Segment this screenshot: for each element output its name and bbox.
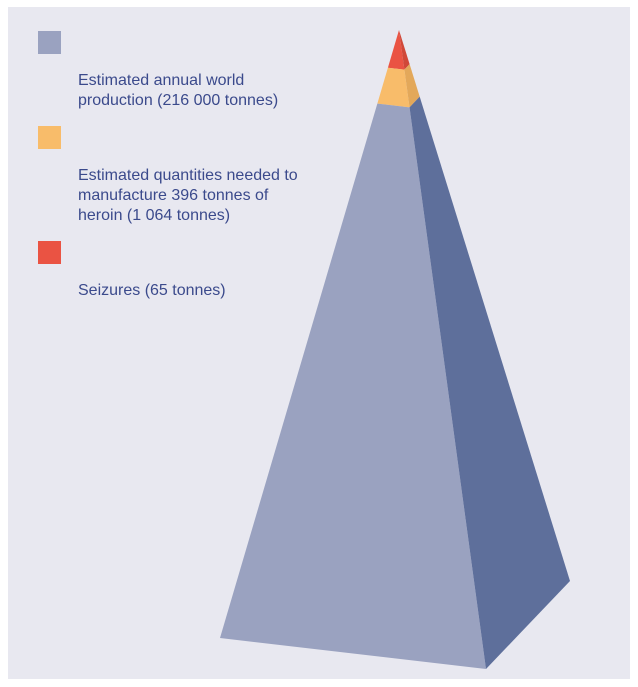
pyramid-side-world-production bbox=[409, 96, 570, 669]
pyramid-front-seizures bbox=[387, 30, 405, 70]
pyramid-front-world-production bbox=[220, 103, 486, 670]
legend: Estimated annual world production (216 0… bbox=[38, 31, 338, 301]
legend-label-world-production: Estimated annual world production (216 0… bbox=[78, 72, 279, 109]
legend-swatch-heroin-manufacture bbox=[38, 126, 61, 149]
legend-item-seizures: Seizures (65 tonnes) bbox=[38, 241, 338, 301]
legend-item-heroin-manufacture: Estimated quantities needed to manufactu… bbox=[38, 126, 338, 226]
legend-label-heroin-manufacture: Estimated quantities needed to manufactu… bbox=[78, 167, 298, 224]
chart-figure: Estimated annual world production (216 0… bbox=[8, 7, 630, 679]
pyramid-side-seizures bbox=[399, 30, 410, 70]
legend-label-seizures: Seizures (65 tonnes) bbox=[78, 282, 226, 299]
pyramid-side-heroin-manufacture bbox=[404, 64, 420, 108]
legend-item-world-production: Estimated annual world production (216 0… bbox=[38, 31, 338, 111]
pyramid-chart bbox=[220, 30, 570, 670]
legend-swatch-world-production bbox=[38, 31, 61, 54]
legend-swatch-seizures bbox=[38, 241, 61, 264]
pyramid-front-heroin-manufacture bbox=[377, 67, 410, 108]
pyramid-layers bbox=[220, 30, 570, 670]
